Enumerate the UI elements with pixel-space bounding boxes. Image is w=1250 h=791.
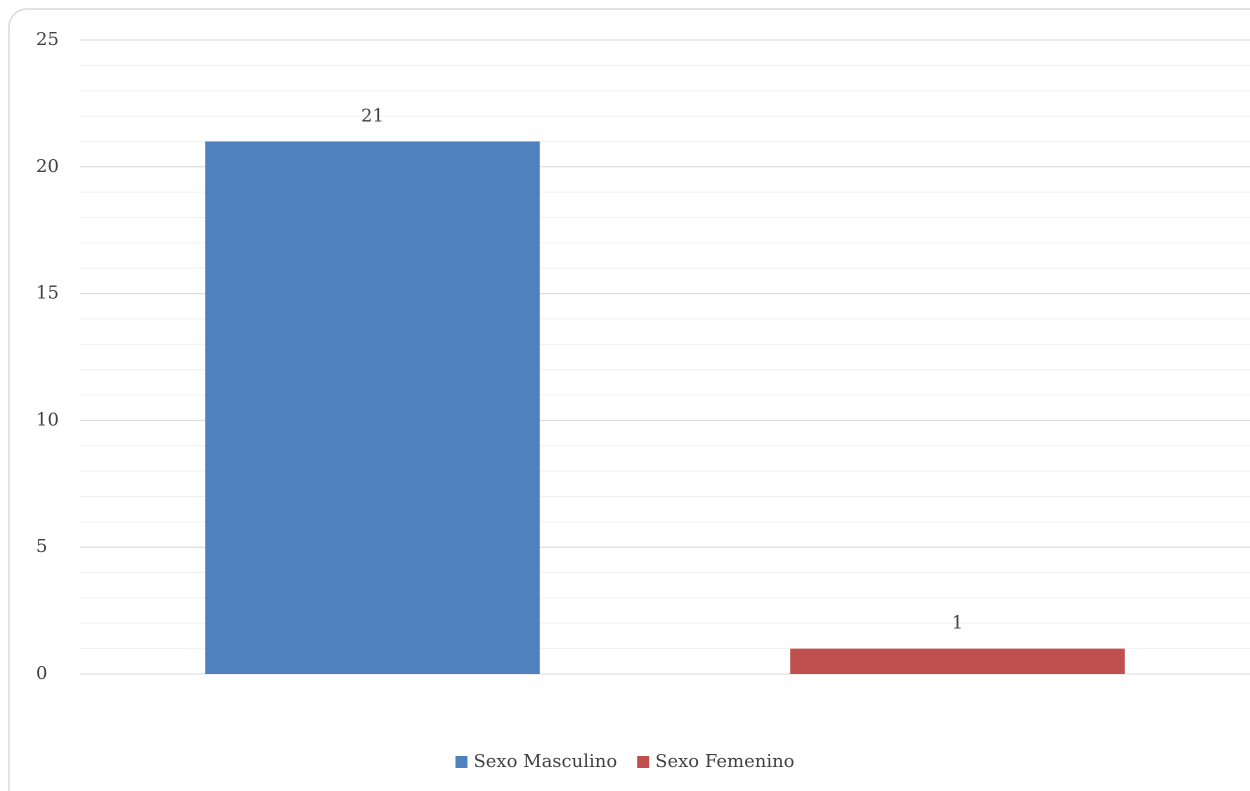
legend-swatch xyxy=(637,756,650,768)
legend-swatch xyxy=(455,756,468,768)
y-tick-label: 15 xyxy=(36,283,59,304)
y-tick-label: 0 xyxy=(36,663,47,684)
y-tick-label: 25 xyxy=(36,29,59,50)
value-label: 21 xyxy=(361,105,384,126)
legend-label: Sexo Femenino xyxy=(655,751,794,772)
y-tick-label: 10 xyxy=(36,409,59,430)
legend-label: Sexo Masculino xyxy=(473,751,617,772)
bar xyxy=(205,141,540,674)
y-tick-label: 5 xyxy=(36,536,47,557)
bar xyxy=(790,648,1125,674)
value-label: 1 xyxy=(952,613,963,634)
y-tick-label: 20 xyxy=(36,156,59,177)
